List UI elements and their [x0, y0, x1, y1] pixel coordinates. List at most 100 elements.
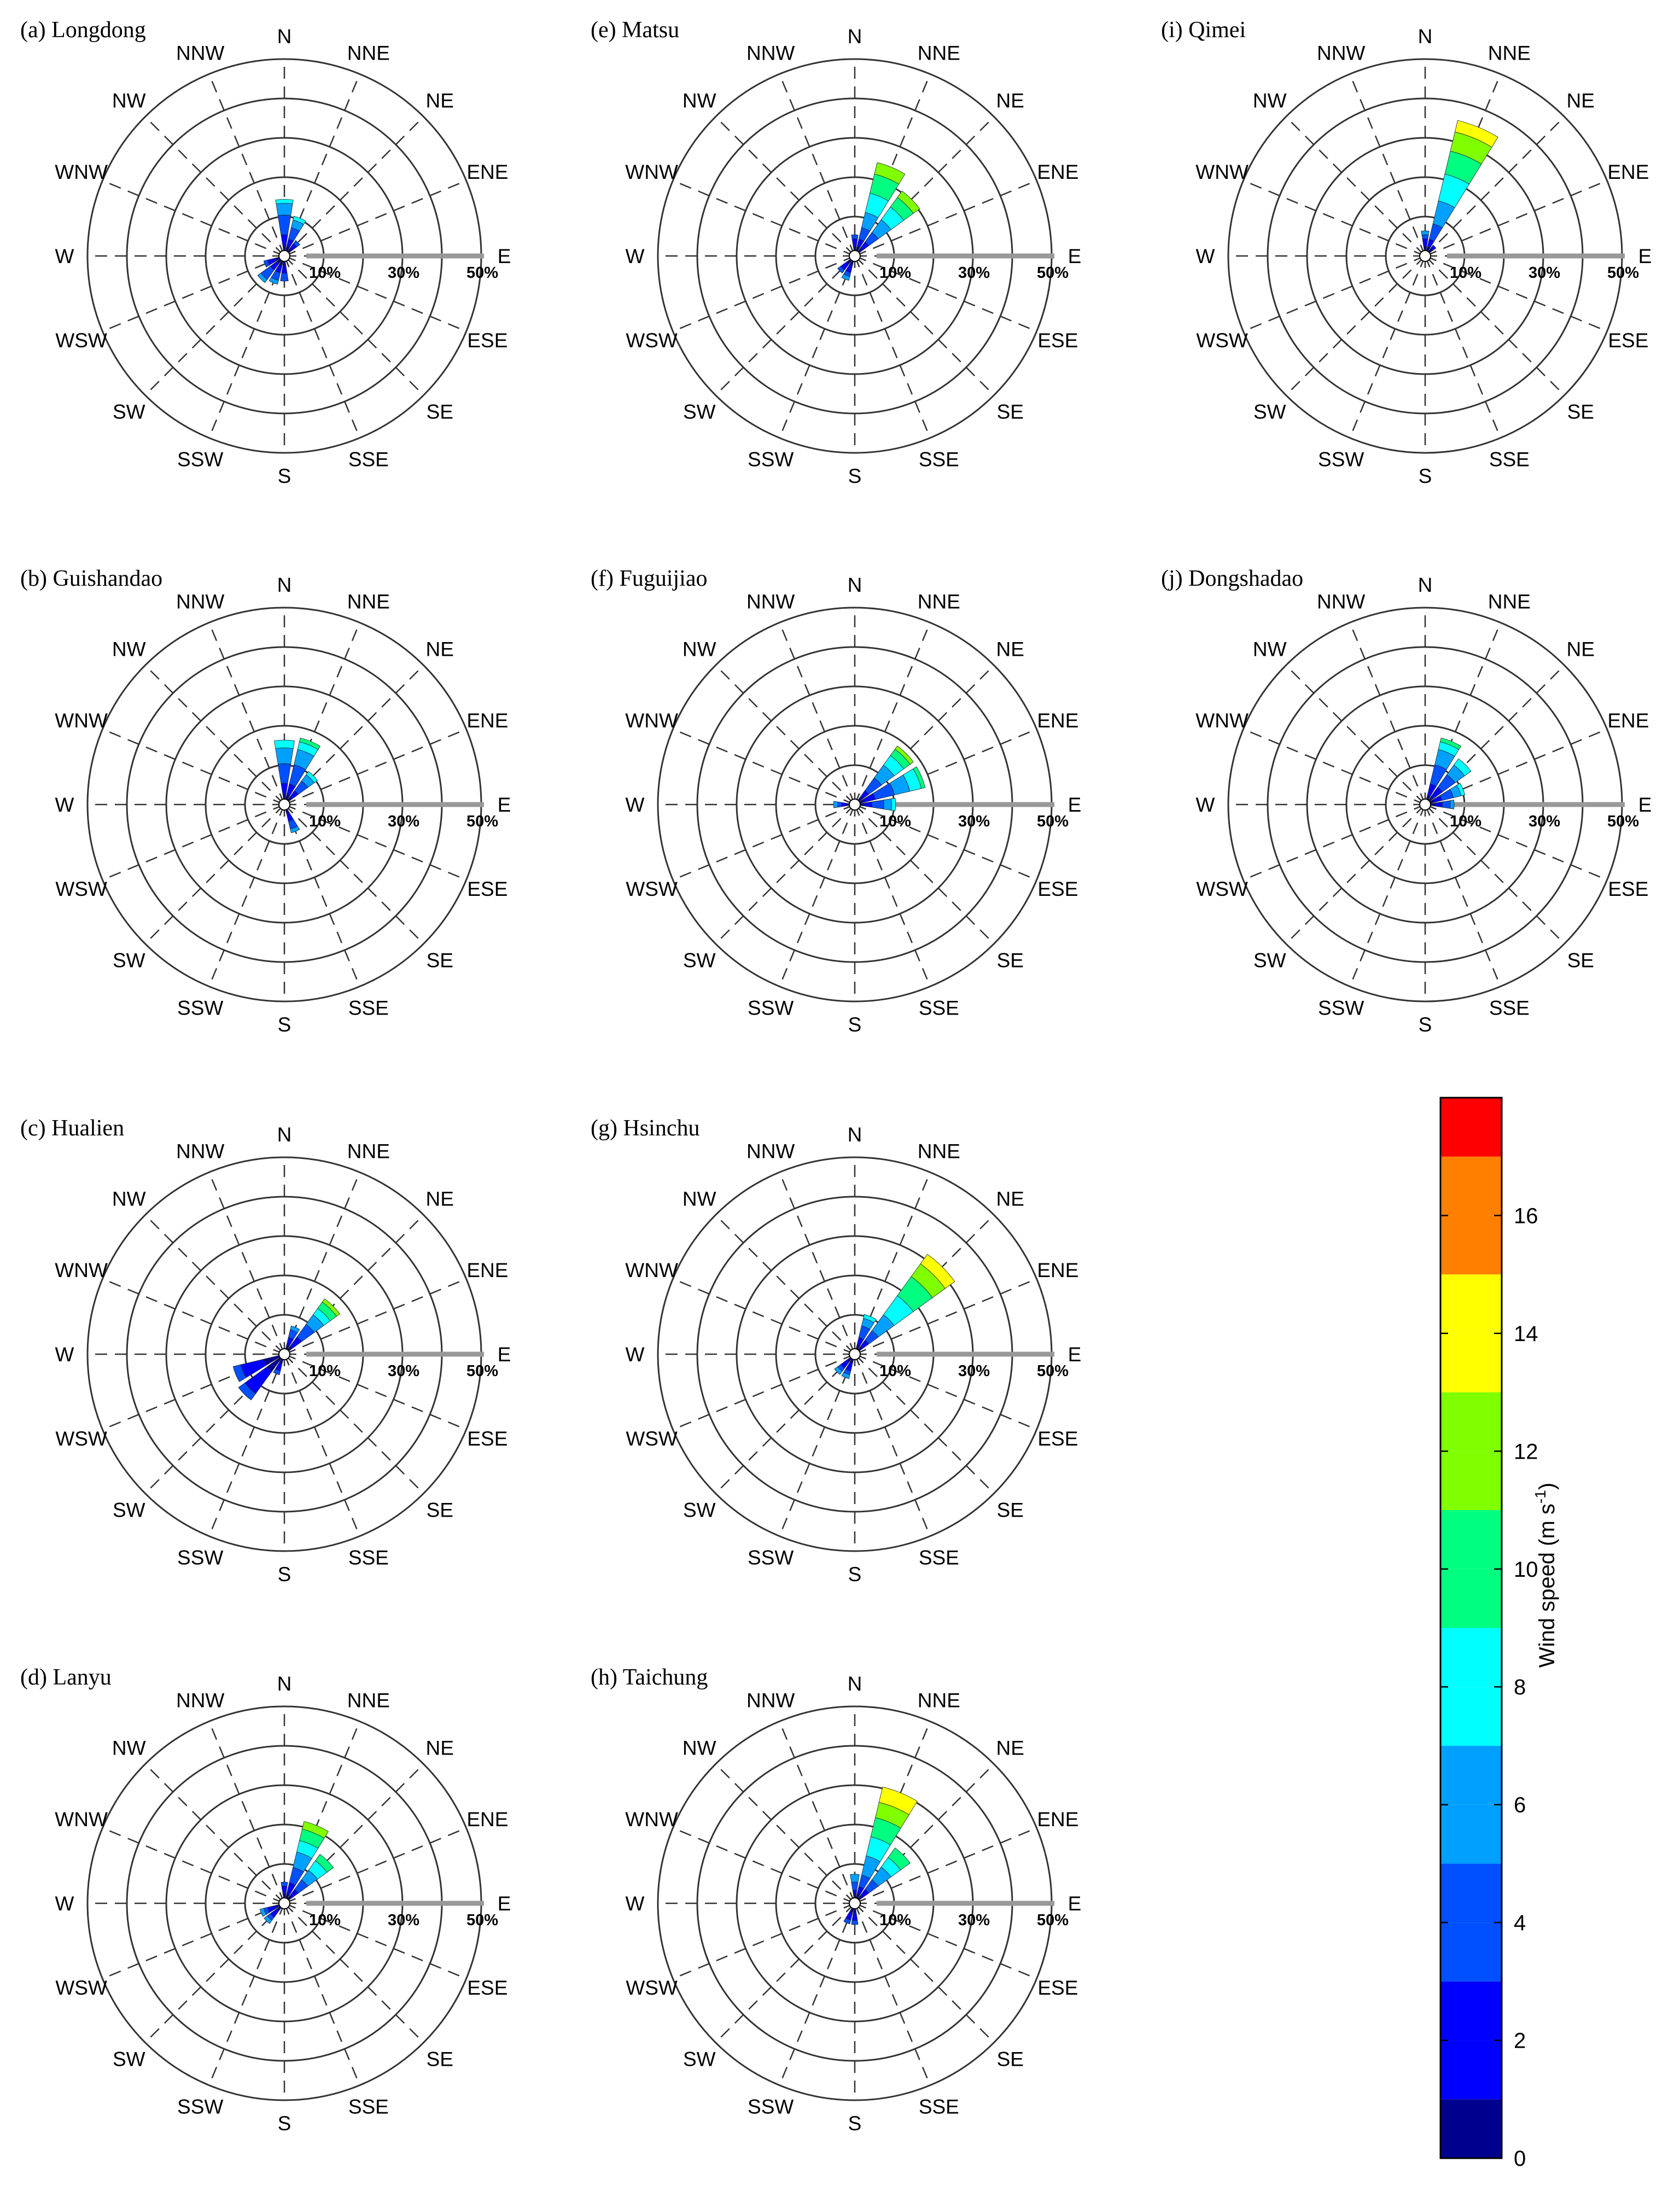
colorbar-segment [1440, 1687, 1502, 1746]
direction-label: N [1418, 574, 1433, 596]
direction-label: S [278, 1563, 291, 1586]
panel-title: (g) Hsinchu [591, 1116, 699, 1141]
direction-spoke [208, 622, 285, 805]
direction-label: NE [996, 638, 1024, 661]
direction-label: WSW [55, 1427, 107, 1450]
direction-spoke [144, 1214, 285, 1355]
direction-label: SE [427, 1499, 453, 1521]
direction-label: S [848, 1563, 862, 1586]
direction-spoke [1425, 804, 1565, 945]
direction-label: WNW [55, 709, 108, 732]
direction-label: WSW [1196, 329, 1248, 352]
direction-label: NW [112, 1188, 146, 1210]
colorbar-segment [1440, 1274, 1502, 1333]
direction-spoke [102, 729, 285, 806]
direction-label: NE [996, 1737, 1024, 1759]
direction-spoke [1424, 622, 1501, 805]
wind-wedge [1421, 234, 1429, 240]
direction-spoke [208, 1903, 285, 2086]
direction-label: NW [682, 90, 716, 112]
ring-label: 10% [309, 1912, 341, 1929]
direction-label: SSE [348, 2095, 389, 2118]
panel-title: (c) Hualien [20, 1116, 124, 1141]
direction-spoke [283, 1354, 360, 1537]
direction-label: SSE [919, 1546, 959, 1569]
panel-title: (j) Dongshadao [1161, 566, 1303, 591]
wind-wedge [837, 266, 845, 273]
direction-label: W [626, 794, 645, 816]
direction-label: SSE [1489, 997, 1530, 1019]
direction-label: SSW [177, 997, 223, 1019]
direction-label: W [55, 245, 74, 267]
direction-label: NW [112, 1737, 146, 1759]
ring-label: 50% [1607, 813, 1639, 830]
direction-spoke [284, 1278, 467, 1355]
direction-spoke [283, 1172, 360, 1355]
direction-spoke [715, 255, 855, 396]
ring-label: 30% [958, 1912, 990, 1929]
direction-spoke [208, 804, 285, 987]
direction-label: W [1196, 794, 1215, 816]
direction-label: S [1419, 1013, 1432, 1036]
panel-title: (a) Longdong [20, 18, 146, 43]
wind-wedge [874, 162, 906, 185]
direction-label: ESE [1608, 878, 1648, 900]
wind-wedge [1422, 238, 1428, 247]
direction-label: ENE [466, 709, 508, 732]
wind-rose-panel: N NNE NE ENE E ESE SE SSE S SSW SW WSW W WNW NW NNW 10% 3… [591, 1116, 1081, 1586]
wind-wedge [895, 745, 914, 765]
direction-label: E [498, 1343, 511, 1366]
direction-spoke [854, 803, 1037, 881]
direction-spoke [283, 255, 360, 439]
direction-label: SE [427, 949, 453, 971]
ring-label: 50% [1037, 1912, 1069, 1929]
wind-wedge [851, 234, 859, 240]
wind-wedge [299, 737, 320, 750]
direction-spoke [854, 804, 931, 987]
direction-label: NNW [176, 42, 224, 65]
direction-spoke [1242, 255, 1426, 332]
direction-label: E [1068, 245, 1082, 267]
direction-label: NE [426, 1188, 454, 1210]
direction-label: SE [1567, 400, 1594, 423]
direction-spoke [854, 116, 995, 257]
direction-spoke [779, 1354, 856, 1537]
direction-spoke [1425, 665, 1565, 805]
direction-spoke [854, 1354, 995, 1494]
panel-title: (f) Fuguijiao [591, 566, 707, 591]
direction-spoke [672, 1353, 855, 1430]
direction-spoke [854, 73, 931, 257]
direction-spoke [779, 1903, 856, 2086]
wind-wedge [878, 1786, 918, 1815]
direction-spoke [102, 255, 285, 332]
direction-label: WSW [55, 329, 107, 352]
direction-label: ESE [1037, 1427, 1078, 1450]
wind-wedge [1442, 800, 1451, 809]
direction-label: ESE [467, 878, 508, 900]
colorbar-frame [1439, 1097, 1503, 2159]
direction-label: WNW [625, 1808, 678, 1831]
direction-label: N [277, 1673, 292, 1695]
direction-label: SW [1253, 949, 1286, 971]
panel-title: (i) Qimei [1161, 18, 1246, 43]
direction-spoke [779, 804, 856, 987]
wind-rose-panel: N NNE NE ENE E ESE SE SSE S SSW SW WSW W WNW NW NNW 10% 3… [20, 1665, 511, 2135]
direction-spoke [1424, 804, 1501, 987]
direction-label: NNE [918, 1140, 960, 1163]
direction-label: NNW [1317, 591, 1365, 613]
direction-label: ENE [1037, 161, 1078, 183]
wind-wedge [1421, 230, 1430, 236]
direction-spoke [1349, 804, 1426, 987]
direction-label: E [1068, 1343, 1082, 1366]
direction-spoke [779, 1721, 856, 1904]
wind-wedge [1434, 801, 1443, 808]
wind-wedge [232, 1364, 247, 1382]
direction-spoke [1349, 73, 1426, 257]
direction-label: NNW [746, 1140, 795, 1163]
direction-label: ENE [1607, 161, 1649, 183]
wind-wedge [1430, 244, 1437, 251]
wind-wedge [851, 1912, 858, 1921]
direction-label: ESE [1037, 329, 1078, 352]
direction-label: ENE [1037, 709, 1078, 732]
